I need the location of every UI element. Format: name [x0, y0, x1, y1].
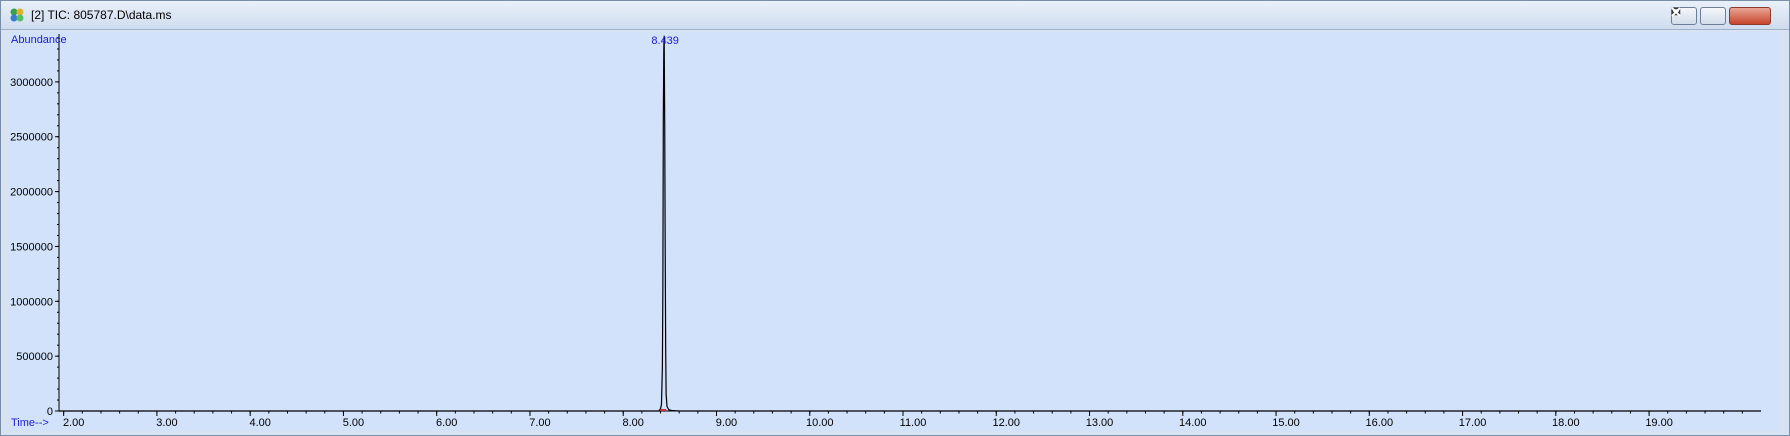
x-tick-label: 16.00: [1366, 417, 1394, 429]
plot-area[interactable]: 0 500000 1000000 1500000 2000000 2500000 30000…: [9, 32, 1779, 431]
chromatogram-app-icon: [10, 8, 24, 22]
x-tick-label: 5.00: [343, 417, 364, 429]
x-tick-label: 12.00: [993, 417, 1021, 429]
y-tick-label: 1500000: [10, 241, 53, 253]
x-tick-label: 17.00: [1459, 417, 1487, 429]
restore-button[interactable]: [1671, 7, 1726, 25]
x-tick-label: 9.00: [716, 417, 737, 429]
x-tick-label: 8.00: [623, 417, 644, 429]
x-tick-label: 19.00: [1645, 417, 1673, 429]
x-tick-label: 6.00: [436, 417, 457, 429]
x-tick-label: 3.00: [156, 417, 177, 429]
x-tick-label: 7.00: [529, 417, 550, 429]
y-axis-label: Abundance: [11, 34, 67, 46]
y-tick-label: 1000000: [10, 296, 53, 308]
x-axis-label: Time-->: [11, 417, 49, 429]
x-tick-label: 10.00: [806, 417, 834, 429]
tic-trace-line: [59, 35, 1761, 412]
x-tick-label: 15.00: [1272, 417, 1300, 429]
x-tick-label: 4.00: [249, 417, 270, 429]
x-tick-label: 18.00: [1552, 417, 1580, 429]
window-title: [2] TIC: 805787.D\data.ms: [31, 8, 172, 22]
y-tick-label: 500000: [16, 351, 53, 363]
x-tick-label: 2.00: [63, 417, 84, 429]
y-tick-label: 2500000: [10, 132, 53, 144]
close-icon: [1671, 7, 1681, 17]
x-tick-label: 13.00: [1086, 417, 1114, 429]
tic-chart: 0 500000 1000000 1500000 2000000 2500000 30000…: [10, 34, 1761, 429]
y-tick-label: 2000000: [10, 187, 53, 199]
restore-icon: [1671, 7, 1681, 16]
x-tick-label: 14.00: [1179, 417, 1207, 429]
peak-label: 8.439: [651, 35, 679, 47]
y-tick-label: 3000000: [10, 77, 53, 89]
y-tick-label: 0: [47, 406, 53, 418]
x-tick-label: 11.00: [900, 417, 927, 429]
title-bar[interactable]: [2] TIC: 805787.D\data.ms: [1, 1, 1789, 30]
close-button[interactable]: [1671, 7, 1771, 25]
